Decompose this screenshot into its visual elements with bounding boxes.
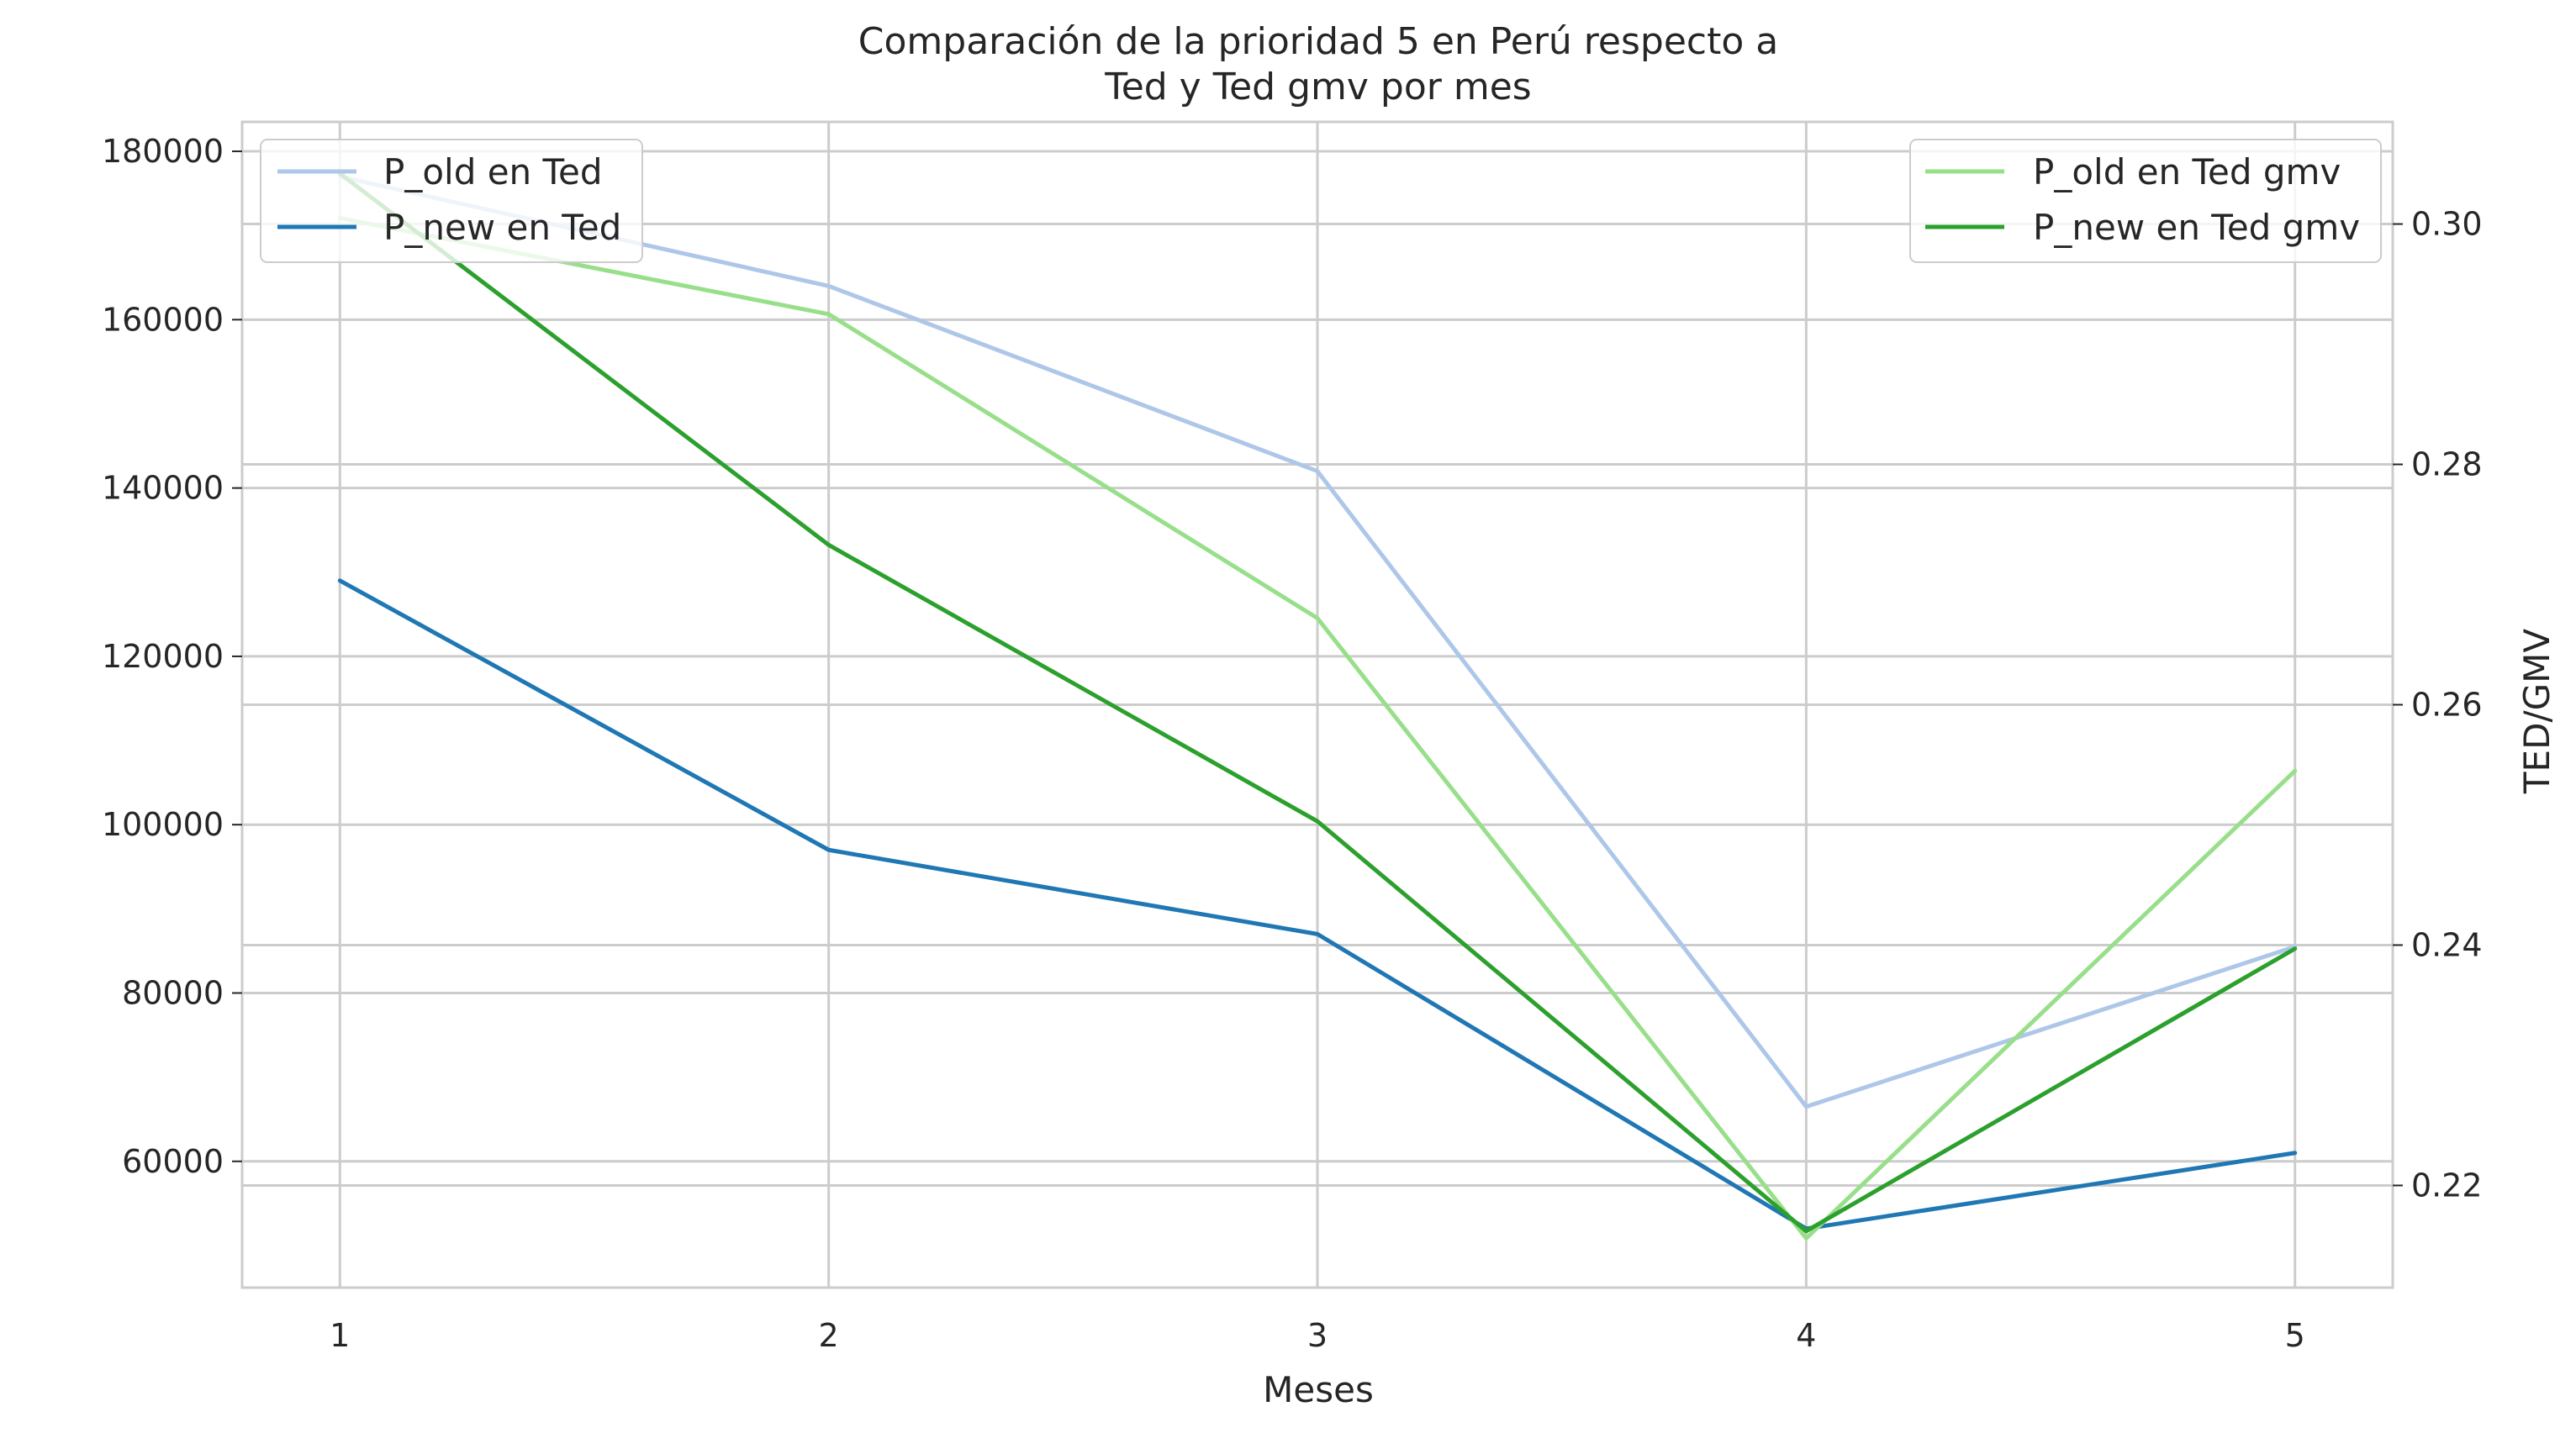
series — [337, 171, 2298, 1241]
x-tick-label: 3 — [1307, 1317, 1328, 1354]
series-line-left-p-old-en-ted — [337, 174, 2298, 1109]
x-tick-label: 1 — [330, 1317, 350, 1354]
chart-title-line-2: Ted y Ted gmv por mes — [1104, 66, 1531, 108]
right-y-tick-label: 0.30 — [2411, 206, 2483, 243]
legend-label-p-new-ted-gmv: P_new en Ted gmv — [2033, 207, 2360, 248]
grid — [242, 122, 2393, 1288]
left-y-tick-label: 60000 — [122, 1143, 224, 1180]
right-y-axis-label: TED/GMV — [2516, 629, 2558, 794]
right-y-tick-label: 0.24 — [2411, 926, 2483, 963]
left-y-tick-label: 120000 — [102, 638, 224, 675]
legend-label-p-new-ted: P_new en Ted — [383, 207, 621, 248]
series-line-right-p-new-en-ted-gmv — [337, 171, 2298, 1234]
series-line-left-p-new-en-ted — [337, 578, 2298, 1231]
left-y-tick-label: 100000 — [102, 806, 224, 843]
legend-left: P_old en Ted P_new en Ted — [260, 139, 643, 263]
x-tick-label: 4 — [1796, 1317, 1816, 1354]
left-y-tick-label: 180000 — [102, 133, 224, 170]
x-axis-label: Meses — [1263, 1369, 1374, 1410]
right-y-tick-label: 0.22 — [2411, 1167, 2483, 1204]
x-tick-label: 5 — [2285, 1317, 2305, 1354]
legend-label-p-old-ted-gmv: P_old en Ted gmv — [2033, 151, 2341, 192]
x-tick-label: 2 — [819, 1317, 839, 1354]
legend-right-box — [1909, 139, 2382, 263]
left-y-tick-label: 80000 — [122, 974, 224, 1011]
chart-title-line-1: Comparación de la prioridad 5 en Perú re… — [858, 20, 1778, 63]
series-line-right-p-old-en-ted-gmv — [337, 215, 2298, 1241]
right-y-tick-label: 0.26 — [2411, 687, 2483, 724]
legend-right: P_old en Ted gmv P_new en Ted gmv — [1909, 139, 2382, 263]
ticks: 1 2 3 4 5 60000 80000 100000 120000 140000 160000 1… — [102, 133, 2483, 1354]
legend-label-p-old-ted: P_old en Ted — [383, 151, 603, 192]
left-y-tick-label: 160000 — [102, 301, 224, 338]
left-y-tick-label: 140000 — [102, 470, 224, 507]
right-y-tick-label: 0.28 — [2411, 446, 2483, 483]
